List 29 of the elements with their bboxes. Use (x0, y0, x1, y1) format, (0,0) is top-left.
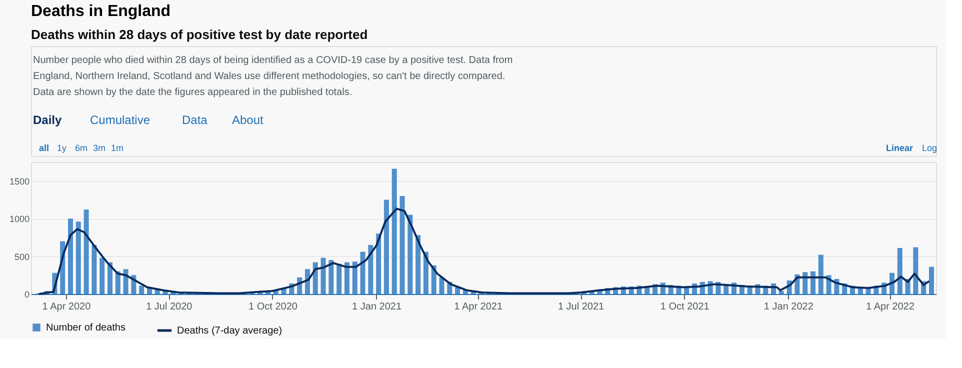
text: Data (182, 113, 208, 127)
y-tick-label: 0 (24, 290, 30, 300)
x-tick-label: 1 Oct 2021 (660, 302, 710, 312)
text: About (232, 113, 264, 127)
text: 1m (111, 143, 124, 153)
text: Number people who died within 28 days of being identified as a COVID-19 case by a positive test. Data from England, Northern Ireland, Scotland and Wales use different methodologies, so can't be directly compared. Data are shown by the date the figures appeared in the published totals. (33, 55, 513, 98)
x-tick-label: 1 Jan 2022 (764, 302, 814, 312)
chart-subtitle: Deaths within 28 days of positive test by date reported (31, 27, 368, 42)
x-tick-label: 1 Jan 2021 (352, 302, 402, 312)
y-tick-label: 1000 (9, 214, 30, 224)
x-tick-label: 1 Jul 2020 (146, 302, 193, 312)
x-tick-label: 1 Apr 2021 (454, 302, 503, 312)
x-tick-label: 1 Apr 2022 (866, 302, 915, 312)
chart-title: Deaths in England (31, 3, 171, 20)
y-tick-label: 500 (14, 252, 30, 262)
legend-label: Deaths (7-day average) (177, 326, 282, 336)
text: Cumulative (90, 113, 150, 127)
text: Linear (886, 143, 914, 153)
x-tick-label: 1 Jul 2021 (558, 302, 605, 312)
x-tick-label: 1 Apr 2020 (42, 302, 92, 312)
y-tick-label: 1500 (9, 176, 30, 186)
text: 3m (93, 143, 106, 153)
text: 1y (57, 143, 68, 153)
x-tick-label: 1 Oct 2020 (248, 302, 298, 312)
text: all (39, 143, 50, 153)
text: Daily (33, 113, 62, 127)
text: 6m (75, 143, 88, 153)
text: Log (922, 143, 938, 153)
legend-label: Number of deaths (46, 322, 126, 334)
